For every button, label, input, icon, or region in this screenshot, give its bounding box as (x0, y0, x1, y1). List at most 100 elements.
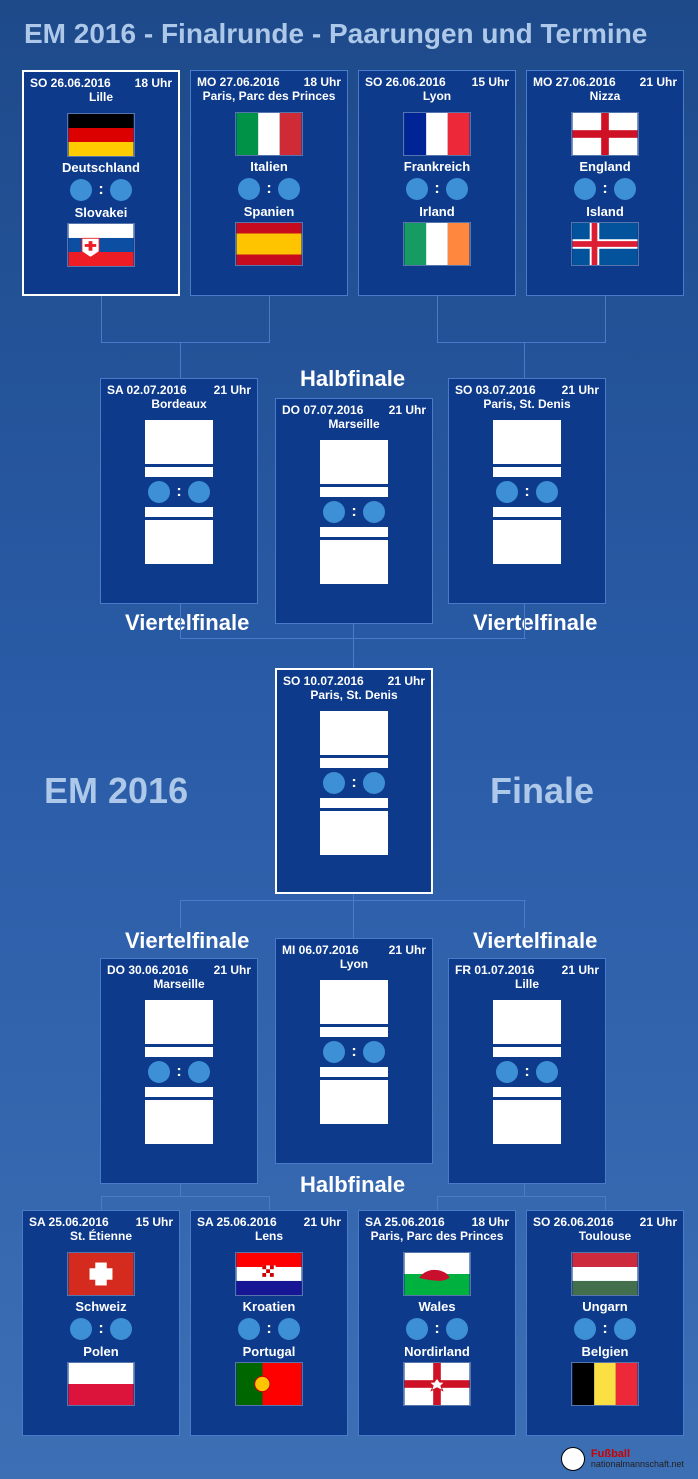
qf-card-1: SO 03.07.201621 UhrParis, St. Denis: (448, 378, 606, 604)
label-viertelfinale-br: Viertelfinale (473, 928, 597, 954)
flag-placeholder (145, 420, 213, 464)
bracket-line (269, 1196, 270, 1210)
time: 18 Uhr (304, 75, 341, 89)
team-a: Kroatien (191, 1299, 347, 1314)
venue: Toulouse (527, 1229, 683, 1249)
r16-card-4: SA 25.06.201615 UhrSt. ÉtienneSchweiz:Po… (22, 1210, 180, 1436)
label-viertelfinale-bl: Viertelfinale (125, 928, 249, 954)
date: MI 06.07.2016 (282, 943, 359, 957)
score-dot (110, 1318, 132, 1340)
label-finale: Finale (490, 770, 594, 812)
name-placeholder (320, 798, 388, 808)
score-dot (446, 1318, 468, 1340)
flag-sk (67, 223, 135, 267)
team-b: Nordirland (359, 1344, 515, 1359)
site-logo: Fußballnationalmannschaft.net (561, 1447, 684, 1471)
flag-pl (67, 1362, 135, 1406)
sf-card-0: DO 07.07.201621 UhrMarseille: (275, 398, 433, 624)
label-halbfinale-bot: Halbfinale (300, 1172, 405, 1198)
name-placeholder (493, 507, 561, 517)
flag-en (571, 112, 639, 156)
time: 21 Uhr (562, 963, 599, 977)
bracket-line (101, 1196, 102, 1210)
team-a: Wales (359, 1299, 515, 1314)
score-dot (323, 501, 345, 523)
venue: Lens (191, 1229, 347, 1249)
bracket-line (180, 1184, 181, 1196)
score-dot (148, 481, 170, 503)
time: 21 Uhr (214, 383, 251, 397)
name-placeholder (493, 1047, 561, 1057)
date: SO 26.06.2016 (533, 1215, 614, 1229)
name-placeholder (493, 467, 561, 477)
flag-placeholder (320, 1080, 388, 1124)
team-a: Ungarn (527, 1299, 683, 1314)
flag-hu (571, 1252, 639, 1296)
flag-ch (67, 1252, 135, 1296)
name-placeholder (145, 507, 213, 517)
score-dot (536, 481, 558, 503)
bracket-line (101, 1196, 270, 1197)
r16-card-3: MO 27.06.201621 UhrNizzaEngland:Island (526, 70, 684, 296)
flag-wl (403, 1252, 471, 1296)
bracket-line (524, 1184, 525, 1196)
flag-placeholder (320, 540, 388, 584)
venue: Marseille (101, 977, 257, 997)
team-b: Irland (359, 204, 515, 219)
venue: Lille (449, 977, 605, 997)
time: 18 Uhr (472, 1215, 509, 1229)
flag-placeholder (320, 440, 388, 484)
team-b: Island (527, 204, 683, 219)
r16-card-5: SA 25.06.201621 UhrLensKroatien:Portugal (190, 1210, 348, 1436)
venue: Lyon (276, 957, 432, 977)
time: 21 Uhr (562, 383, 599, 397)
flag-placeholder (493, 420, 561, 464)
flag-is (571, 222, 639, 266)
bracket-line (269, 296, 270, 342)
score-dot (363, 772, 385, 794)
team-b: Polen (23, 1344, 179, 1359)
venue: Lyon (359, 89, 515, 109)
venue: Lille (24, 90, 178, 110)
bracket-line (605, 1196, 606, 1210)
date: SA 02.07.2016 (107, 383, 187, 397)
football-icon (561, 1447, 585, 1471)
name-placeholder (145, 1047, 213, 1057)
flag-placeholder (320, 811, 388, 855)
flag-pt (235, 1362, 303, 1406)
flag-placeholder (145, 520, 213, 564)
date: SO 26.06.2016 (365, 75, 446, 89)
label-viertelfinale-tl: Viertelfinale (125, 610, 249, 636)
score-dot (188, 1061, 210, 1083)
score-dot (110, 179, 132, 201)
date: MO 27.06.2016 (533, 75, 616, 89)
score-dot (614, 1318, 636, 1340)
date: MO 27.06.2016 (197, 75, 280, 89)
date: DO 07.07.2016 (282, 403, 363, 417)
team-a: Deutschland (24, 160, 178, 175)
score-dot (70, 1318, 92, 1340)
bracket-line (180, 638, 353, 639)
date: SA 25.06.2016 (29, 1215, 109, 1229)
bracket-line (437, 342, 606, 343)
date: SA 25.06.2016 (365, 1215, 445, 1229)
score-dot (278, 178, 300, 200)
bracket-line (180, 604, 181, 638)
flag-fr (403, 112, 471, 156)
venue: Paris, St. Denis (277, 688, 431, 708)
sf-card-1: MI 06.07.201621 UhrLyon: (275, 938, 433, 1164)
bracket-line (180, 342, 181, 378)
score-dot (574, 178, 596, 200)
date: SO 26.06.2016 (30, 76, 111, 90)
team-a: Schweiz (23, 1299, 179, 1314)
score-dot (536, 1061, 558, 1083)
score-dot (238, 178, 260, 200)
name-placeholder (320, 527, 388, 537)
flag-ni (403, 1362, 471, 1406)
flag-placeholder (493, 1000, 561, 1044)
score-dot (238, 1318, 260, 1340)
bracket-line (524, 900, 525, 928)
venue: Paris, St. Denis (449, 397, 605, 417)
score-dot (496, 481, 518, 503)
label-viertelfinale-tr: Viertelfinale (473, 610, 597, 636)
